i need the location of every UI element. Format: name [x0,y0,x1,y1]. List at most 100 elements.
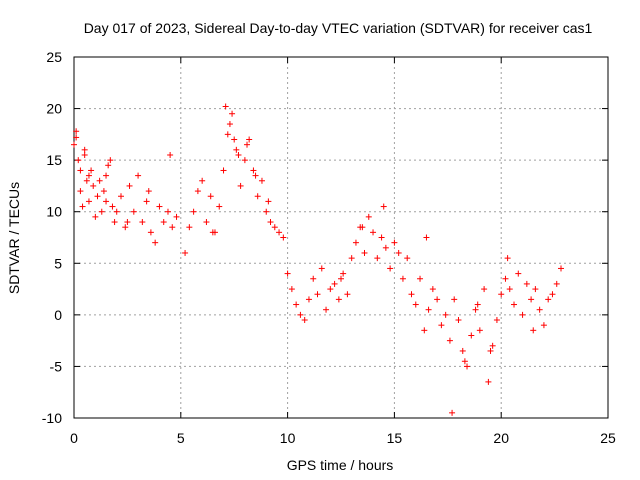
data-point [103,198,110,205]
data-point [387,265,394,272]
data-point [374,255,381,262]
x-tick-labels: 0 5 10 15 20 25 [70,430,616,446]
data-point [135,172,142,179]
axis-ticks [73,56,609,419]
data-point [338,275,344,282]
data-point [222,103,229,110]
data-point [301,317,308,324]
data-point [237,182,244,189]
data-point [434,296,441,303]
x-tick-label: 15 [387,430,403,446]
data-point [145,188,152,195]
data-point [229,110,236,117]
data-point [100,188,107,195]
data-point [83,177,90,184]
data-point [314,291,321,298]
chart-title: Day 017 of 2023, Sidereal Day-to-day VTE… [84,20,593,36]
data-point [352,239,359,246]
data-point [365,213,372,220]
data-point [425,306,432,313]
data-point [553,280,560,287]
data-point [220,167,227,174]
data-point [408,291,415,298]
data-point [90,182,97,189]
data-point [109,203,116,210]
data-point [318,265,325,272]
data-point [284,270,291,277]
data-point [515,270,522,277]
data-point [152,239,159,246]
data-point [224,131,231,138]
y-tick-label: 10 [46,204,62,220]
data-point [331,280,338,287]
data-point [498,291,505,298]
data-point [98,208,105,215]
data-point [481,286,488,293]
x-axis-label: GPS time / hours [287,457,394,473]
data-point [231,136,238,143]
data-point [186,224,193,231]
data-point [532,286,539,293]
data-point [391,239,398,246]
data-point [246,136,253,143]
data-point [160,219,167,226]
y-tick-label: 15 [46,152,62,168]
data-point [536,306,543,313]
x-gridlines [180,57,502,418]
data-point [79,203,86,210]
plot-frame [73,56,609,419]
data-point [506,286,513,293]
x-tick-label: 0 [70,430,78,446]
y-tick-label: -5 [50,358,63,374]
data-point [344,291,351,298]
data-point [487,347,494,354]
data-point [173,213,180,220]
data-point [147,229,154,236]
data-point [130,208,137,215]
y-axis-label: SDTVAR / TECUs [6,182,22,294]
data-point [190,208,197,215]
data-point [96,177,103,184]
data-point [558,265,565,272]
data-point [276,229,283,236]
data-point [528,296,535,303]
data-point [297,311,304,318]
data-point [404,255,411,262]
data-point [77,167,84,174]
data-point [105,162,112,169]
data-point [271,224,278,231]
data-point [442,311,449,318]
y-tick-labels: -10 -5 0 5 10 15 20 25 [42,49,62,426]
data-point [476,327,483,334]
data-point [412,301,419,308]
data-point [438,322,445,329]
data-point [504,255,511,262]
data-point [92,213,99,220]
data-point [77,188,84,195]
data-point [117,193,124,200]
data-point [530,327,537,334]
data-point [203,219,210,226]
data-point [335,296,342,303]
data-point [327,286,334,293]
data-point [81,151,88,158]
data-point [455,317,462,324]
data-point [429,286,436,293]
data-point [464,363,471,370]
y-gridlines [74,108,608,367]
data-point [305,296,312,303]
data-points [71,103,565,416]
data-point [182,249,189,256]
data-point [216,203,223,210]
data-point [423,234,430,241]
y-tick-label: 5 [54,255,62,271]
data-point [502,275,509,282]
data-point [139,219,146,226]
data-point [493,317,500,324]
x-tick-label: 20 [493,430,509,446]
data-point [254,193,261,200]
data-point [143,198,150,205]
data-point [124,219,131,226]
data-point [73,134,80,141]
